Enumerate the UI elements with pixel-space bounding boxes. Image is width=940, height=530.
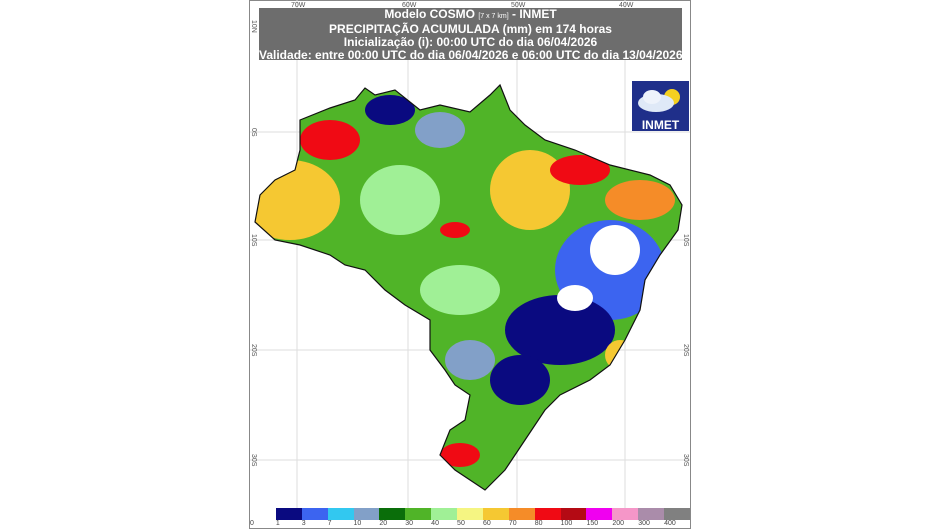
lon-label: 50W	[511, 2, 526, 9]
legend-label: 100	[560, 520, 573, 527]
legend-swatch	[301, 508, 328, 520]
legend-label: 3	[301, 520, 306, 527]
title-line-1: Modelo COSMO [7 x 7 km] - INMET	[259, 8, 682, 23]
model-resolution: [7 x 7 km]	[478, 13, 509, 20]
legend-swatch	[431, 508, 457, 520]
lat-label: 10S	[250, 234, 257, 247]
lat-label: 20S	[250, 344, 257, 357]
legend-label: 30	[405, 520, 414, 527]
map-header: Modelo COSMO [7 x 7 km] - INMET PRECIPIT…	[259, 8, 683, 62]
inmet-logo: INMET	[632, 81, 689, 132]
lat-label: 30S	[682, 454, 689, 467]
cloud-sun-icon	[638, 89, 680, 112]
lon-label: 40W	[619, 2, 634, 9]
legend-label: 200	[612, 520, 625, 527]
legend-label: 80	[534, 520, 543, 527]
logo-text: INMET	[641, 118, 680, 132]
model-name: Modelo COSMO	[384, 7, 475, 21]
legend-labels: 0 1 3 7 10 20 30 40 50 60 70 80 100 150 200 300 400	[250, 520, 690, 530]
legend-swatch	[482, 508, 509, 520]
legend-swatch	[508, 508, 535, 520]
legend-label: 60	[482, 520, 491, 527]
legend-label: 20	[379, 520, 388, 527]
legend-swatch	[534, 508, 561, 520]
lon-label: 60W	[402, 2, 417, 9]
validity: Validade: entre 00:00 UTC do dia 06/04/2…	[259, 48, 683, 62]
legend-label: 300	[638, 520, 650, 527]
legend-swatch	[353, 508, 380, 520]
lat-label: 10S	[682, 234, 689, 247]
legend-label: 400	[664, 520, 676, 527]
legend-label: 70	[508, 520, 517, 527]
title-line-2: PRECIPITAÇÃO ACUMULADA (mm) em 174 horas	[329, 22, 612, 36]
legend-swatch	[379, 508, 406, 520]
agency: - INMET	[512, 7, 557, 21]
lat-label: 0S	[250, 128, 257, 137]
legend-label: 0	[250, 520, 254, 527]
legend-swatch	[327, 508, 354, 520]
lat-label: 30S	[250, 454, 257, 467]
legend-swatch	[250, 508, 276, 520]
legend-swatch	[457, 508, 483, 520]
legend-swatch	[586, 508, 613, 520]
initialization: Inicialização (i): 00:00 UTC do dia 06/0…	[343, 35, 598, 49]
legend-label: 40	[431, 520, 439, 527]
legend-swatch	[405, 508, 432, 520]
lon-label: 70W	[291, 2, 306, 9]
legend-label: 1	[275, 520, 280, 527]
lat-label: 10N	[250, 20, 257, 33]
legend-swatch	[612, 508, 639, 520]
legend-swatch	[664, 508, 690, 520]
legend-label: 7	[327, 520, 332, 527]
color-legend	[250, 508, 690, 520]
legend-swatch	[560, 508, 587, 520]
legend-label: 50	[457, 520, 465, 527]
legend-swatch	[275, 508, 302, 520]
legend-label: 10	[353, 520, 362, 527]
legend-label: 150	[586, 520, 599, 527]
lat-label: 20S	[682, 344, 689, 357]
legend-swatch	[638, 508, 664, 520]
